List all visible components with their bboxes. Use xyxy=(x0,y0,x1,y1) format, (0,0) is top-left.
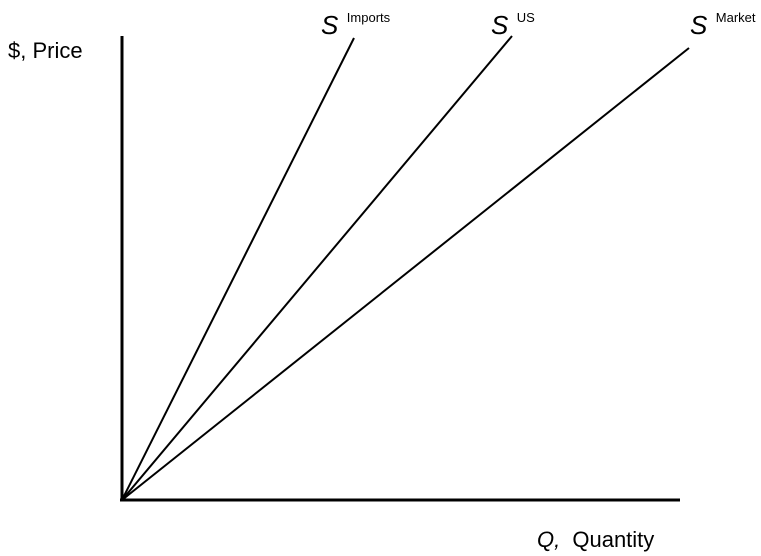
curve-label-us: S US xyxy=(491,10,535,40)
curve-superscript-market: Market xyxy=(716,10,756,25)
x-axis-text: Quantity xyxy=(572,527,654,552)
supply-curve-market xyxy=(121,47,690,501)
x-axis-variable: Q, xyxy=(537,527,560,552)
x-axis-label: Q, Quantity xyxy=(537,527,654,552)
curve-superscript-imports: Imports xyxy=(347,10,391,25)
curve-symbol-us: S xyxy=(491,10,509,40)
y-axis-label: $, Price xyxy=(8,38,83,63)
curve-label-imports: S Imports xyxy=(321,10,391,40)
supply-curve-us xyxy=(121,35,513,501)
curve-symbol-imports: S xyxy=(321,10,339,40)
curve-symbol-market: S xyxy=(690,10,708,40)
curve-superscript-us: US xyxy=(517,10,535,25)
curve-label-market: S Market xyxy=(690,10,756,40)
supply-curve-imports xyxy=(121,37,355,501)
